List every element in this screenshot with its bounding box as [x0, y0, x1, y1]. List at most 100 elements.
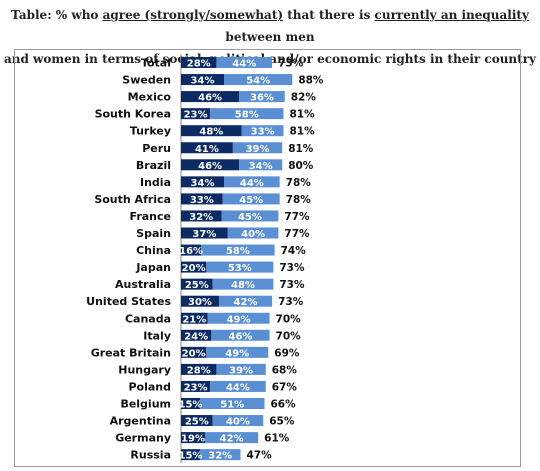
bar-somewhat-turkey	[241, 125, 284, 137]
data-label-somewhat-south-africa: 45%	[239, 195, 263, 206]
category-label-italy: Italy	[143, 329, 171, 342]
category-label-france: France	[130, 210, 171, 223]
data-label-somewhat-united-states: 42%	[234, 297, 258, 308]
data-label-strongly-china: 16%	[179, 246, 203, 257]
category-label-australia: Australia	[115, 278, 171, 291]
bar-somewhat-total	[216, 57, 273, 68]
bar-somewhat-india	[224, 176, 280, 188]
data-label-strongly-russia: 15%	[179, 451, 203, 462]
bar-strongly-turkey	[181, 125, 242, 137]
bar-strongly-mexico	[181, 91, 240, 103]
data-label-strongly-united-states: 30%	[188, 297, 212, 308]
category-label-sweden: Sweden	[122, 74, 171, 87]
title-middle: that there is	[283, 8, 375, 22]
bar-strongly-russia	[181, 449, 200, 461]
data-label-somewhat-total: 44%	[232, 59, 256, 70]
data-label-strongly-australia: 25%	[185, 280, 209, 291]
bar-strongly-hungary	[181, 363, 217, 375]
bar-somewhat-germany	[205, 432, 259, 444]
bar-strongly-south-africa	[181, 193, 223, 205]
bar-somewhat-china	[201, 244, 275, 256]
data-label-strongly-germany: 19%	[181, 434, 205, 445]
total-label-south-africa: 78%	[286, 194, 312, 206]
category-label-argentina: Argentina	[110, 415, 171, 428]
total-label-canada: 70%	[276, 313, 302, 325]
data-label-somewhat-sweden: 54%	[246, 76, 270, 87]
bar-somewhat-south-korea	[210, 108, 284, 120]
total-label-peru: 81%	[288, 143, 314, 155]
category-label-japan: Japan	[135, 261, 171, 274]
title-underlined-agree: agree (strongly/somewhat)	[102, 8, 284, 22]
category-label-brazil: Brazil	[136, 159, 171, 172]
data-label-somewhat-south-korea: 58%	[235, 110, 259, 121]
total-label-india: 78%	[286, 177, 312, 189]
total-label-belgium: 66%	[270, 399, 296, 411]
data-label-strongly-france: 32%	[189, 212, 213, 223]
category-label-china: China	[136, 244, 171, 257]
bar-somewhat-great-britain	[206, 346, 269, 358]
data-label-somewhat-spain: 40%	[241, 229, 265, 240]
data-label-strongly-japan: 20%	[182, 263, 206, 274]
category-label-total: Total	[141, 57, 171, 70]
bar-somewhat-belgium	[199, 398, 265, 409]
bar-somewhat-brazil	[239, 159, 283, 171]
bar-somewhat-russia	[199, 449, 241, 461]
bar-somewhat-mexico	[239, 91, 285, 103]
data-label-somewhat-australia: 48%	[231, 280, 255, 291]
total-label-poland: 67%	[272, 381, 298, 393]
bar-strongly-spain	[181, 227, 228, 239]
bar-strongly-india	[181, 176, 225, 188]
bar-somewhat-peru	[232, 142, 283, 154]
bar-strongly-canada	[181, 312, 208, 324]
category-label-hungary: Hungary	[118, 363, 171, 376]
category-label-spain: Spain	[136, 227, 171, 240]
data-label-strongly-spain: 37%	[192, 229, 216, 240]
data-label-somewhat-turkey: 33%	[251, 127, 275, 138]
data-label-strongly-hungary: 28%	[187, 365, 211, 376]
total-label-argentina: 65%	[269, 416, 295, 428]
total-label-italy: 70%	[276, 330, 302, 342]
total-label-germany: 61%	[264, 433, 290, 445]
category-label-russia: Russia	[130, 449, 171, 462]
total-label-great-britain: 69%	[274, 347, 300, 359]
data-label-somewhat-belgium: 51%	[220, 400, 244, 411]
category-label-germany: Germany	[115, 432, 171, 445]
category-label-peru: Peru	[142, 142, 171, 155]
bar-somewhat-france	[221, 210, 279, 222]
data-label-strongly-peru: 41%	[195, 144, 219, 155]
bar-strongly-sweden	[181, 74, 225, 86]
category-label-india: India	[140, 176, 171, 189]
title-line-1: Table: % who agree (strongly/somewhat) t…	[0, 4, 540, 48]
data-label-strongly-total: 28%	[187, 59, 211, 70]
title-prefix: Table: % who	[11, 8, 103, 22]
bar-strongly-france	[181, 210, 222, 222]
data-label-strongly-canada: 21%	[182, 314, 206, 325]
data-label-strongly-great-britain: 20%	[182, 348, 206, 359]
total-label-russia: 47%	[246, 450, 272, 462]
bar-somewhat-sweden	[224, 74, 293, 86]
total-label-australia: 73%	[279, 279, 305, 291]
data-label-somewhat-great-britain: 49%	[225, 348, 249, 359]
data-label-somewhat-russia: 32%	[208, 451, 232, 462]
data-label-strongly-south-africa: 33%	[190, 195, 214, 206]
category-label-south-korea: South Korea	[95, 108, 171, 121]
data-label-somewhat-japan: 53%	[228, 263, 252, 274]
data-label-strongly-argentina: 25%	[185, 417, 209, 428]
chart-frame	[14, 49, 521, 467]
data-label-somewhat-china: 58%	[226, 246, 250, 257]
title-underlined-inequality: currently an inequality	[374, 8, 529, 22]
data-label-strongly-italy: 24%	[184, 331, 208, 342]
data-label-somewhat-argentina: 40%	[226, 417, 250, 428]
data-label-strongly-sweden: 34%	[191, 76, 215, 87]
bar-somewhat-canada	[207, 312, 270, 324]
total-label-brazil: 80%	[288, 160, 314, 172]
category-label-belgium: Belgium	[120, 398, 171, 411]
total-label-mexico: 82%	[291, 92, 317, 104]
total-label-china: 74%	[281, 245, 307, 257]
category-label-turkey: Turkey	[130, 125, 171, 138]
category-label-mexico: Mexico	[128, 91, 172, 104]
data-label-somewhat-italy: 46%	[228, 331, 252, 342]
data-label-somewhat-canada: 49%	[227, 314, 251, 325]
